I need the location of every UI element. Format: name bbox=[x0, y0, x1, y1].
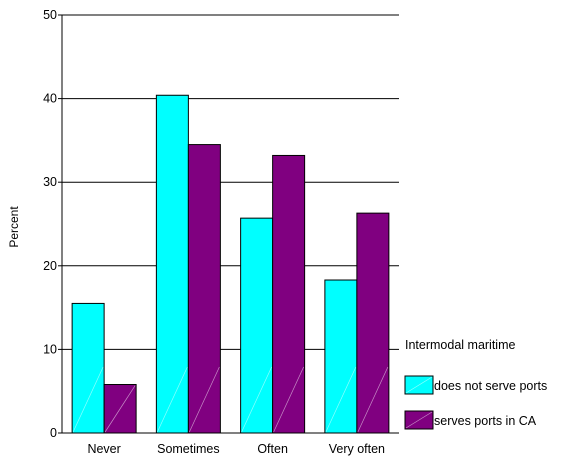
legend-title: Intermodal maritime bbox=[405, 338, 515, 352]
bar bbox=[187, 144, 221, 434]
bar bbox=[240, 217, 274, 434]
x-tick-label: Very often bbox=[329, 442, 385, 456]
axes bbox=[61, 15, 399, 434]
bar-shine bbox=[273, 366, 304, 433]
legend-label: does not serve ports bbox=[434, 379, 547, 393]
x-tick-label: Sometimes bbox=[157, 442, 220, 456]
bar bbox=[155, 94, 189, 434]
y-tick-label: 40 bbox=[43, 92, 57, 106]
bar-shine bbox=[357, 366, 389, 433]
legend-swatch-shine bbox=[405, 376, 433, 394]
x-tick-label: Often bbox=[257, 442, 288, 456]
bar bbox=[71, 302, 105, 434]
x-tick-label: Never bbox=[87, 442, 120, 456]
bar-shine bbox=[157, 366, 188, 433]
y-tick-label: 50 bbox=[43, 8, 57, 22]
legend-swatch-shine bbox=[405, 411, 433, 429]
legend-label: serves ports in CA bbox=[434, 414, 537, 428]
y-tick-labels: 0 10 20 30 40 50 bbox=[43, 8, 57, 440]
y-tick-label: 20 bbox=[43, 259, 57, 273]
bar-shine bbox=[72, 366, 104, 433]
bars bbox=[71, 94, 390, 434]
bar-shine bbox=[325, 366, 357, 433]
legend: Intermodal maritime does not serve ports… bbox=[404, 338, 547, 430]
bar bbox=[324, 279, 358, 434]
bar-shine bbox=[189, 366, 220, 433]
bar bbox=[272, 154, 306, 434]
y-tick-label: 10 bbox=[43, 342, 57, 356]
x-tick-labels: Never Sometimes Often Very often bbox=[87, 442, 385, 456]
bar bbox=[356, 212, 390, 434]
bar-shine bbox=[104, 385, 136, 433]
y-tick-label: 0 bbox=[50, 426, 57, 440]
y-axis-label: Percent bbox=[7, 206, 21, 248]
bar-shine bbox=[241, 366, 272, 433]
y-tick-label: 30 bbox=[43, 175, 57, 189]
